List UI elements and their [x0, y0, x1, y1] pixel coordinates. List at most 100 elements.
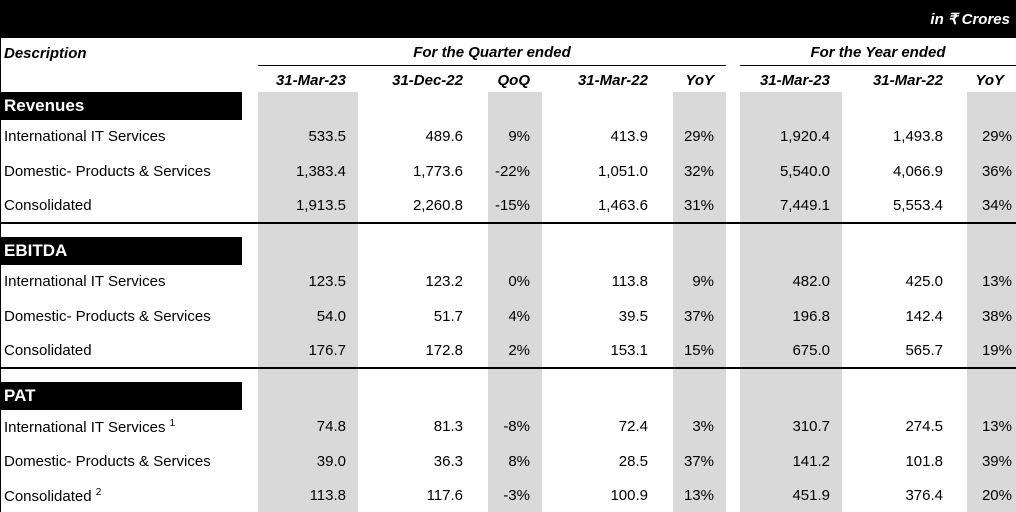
year-group: For the Year ended — [810, 44, 946, 61]
label-text: Consolidated — [4, 197, 92, 214]
column-shade — [258, 92, 358, 512]
row-label: Consolidated 2 — [4, 487, 101, 505]
cell-value: 0% — [508, 273, 530, 290]
unit-label: in ₹ Crores — [930, 11, 1010, 28]
column-header: 31-Dec-22 — [392, 72, 463, 89]
column-shade — [740, 92, 842, 512]
cell-value: 3% — [692, 418, 714, 435]
cell-value: 37% — [683, 308, 714, 325]
cell-value: 100.9 — [610, 487, 648, 504]
cell-value: 5,553.4 — [892, 197, 943, 214]
section-box — [0, 237, 242, 265]
cell-value: 19% — [981, 342, 1012, 359]
section-box — [0, 382, 242, 410]
label-text: Domestic- Products & Services — [4, 163, 211, 180]
label-text: Domestic- Products & Services — [4, 308, 211, 325]
rule — [0, 38, 1, 512]
cell-value: 1,051.0 — [597, 163, 648, 180]
cell-value: 37% — [683, 453, 714, 470]
row-label: International IT Services — [4, 128, 165, 145]
row-label: Domestic- Products & Services — [4, 163, 211, 180]
cell-value: 39.5 — [618, 308, 648, 325]
label-text: Consolidated — [4, 342, 92, 359]
cell-value: 1,493.8 — [892, 128, 943, 145]
footnote-ref: 1 — [169, 418, 176, 429]
rule — [740, 65, 1016, 66]
label-text: International IT Services — [4, 128, 166, 145]
row-label: Consolidated — [4, 342, 92, 359]
footnote-ref: 2 — [95, 487, 102, 498]
section-title: Revenues — [4, 96, 85, 115]
section-title: PAT — [4, 386, 36, 405]
column-shade — [673, 92, 726, 512]
cell-value: 153.1 — [610, 342, 648, 359]
rule — [0, 367, 1016, 369]
row-label: International IT Services 1 — [4, 418, 175, 436]
cell-value: 29% — [981, 128, 1012, 145]
row-label: Domestic- Products & Services — [4, 453, 211, 470]
rule — [258, 65, 726, 66]
cell-value: 113.8 — [611, 273, 648, 290]
cell-value: 20% — [981, 487, 1012, 504]
column-header: YoY — [975, 72, 1004, 89]
column-shade — [967, 92, 1016, 512]
cell-value: 413.9 — [610, 128, 648, 145]
section-box — [0, 92, 242, 120]
cell-value: 54.0 — [316, 308, 346, 325]
cell-value: -3% — [503, 487, 530, 504]
row-label: International IT Services — [4, 273, 165, 290]
cell-value: 1,920.4 — [779, 128, 830, 145]
cell-value: 13% — [981, 418, 1012, 435]
cell-value: 274.5 — [905, 418, 943, 435]
cell-value: 101.8 — [905, 453, 943, 470]
cell-value: 533.5 — [308, 128, 346, 145]
cell-value: 142.4 — [905, 308, 943, 325]
cell-value: 1,913.5 — [295, 197, 346, 214]
row-label: Domestic- Products & Services — [4, 308, 211, 325]
label-text: Domestic- Products & Services — [4, 453, 211, 470]
label-text: Consolidated — [4, 488, 92, 505]
cell-value: 451.9 — [792, 487, 830, 504]
column-header: 31-Mar-22 — [872, 72, 943, 89]
cell-value: 482.0 — [792, 273, 830, 290]
cell-value: 9% — [692, 273, 714, 290]
column-header: YoY — [685, 72, 714, 89]
cell-value: 39% — [981, 453, 1012, 470]
cell-value: 2% — [508, 342, 530, 359]
cell-value: 36% — [981, 163, 1012, 180]
cell-value: -22% — [494, 163, 530, 180]
cell-value: 72.4 — [618, 418, 648, 435]
cell-value: 29% — [683, 128, 714, 145]
cell-value: 113.8 — [309, 487, 346, 504]
cell-value: 15% — [683, 342, 714, 359]
top-bar — [0, 0, 1016, 38]
cell-value: 28.5 — [618, 453, 648, 470]
cell-value: 141.2 — [792, 453, 830, 470]
cell-value: 32% — [683, 163, 714, 180]
cell-value: 310.7 — [792, 418, 830, 435]
cell-value: 123.5 — [308, 273, 346, 290]
cell-value: 1,463.6 — [597, 197, 648, 214]
cell-value: 196.8 — [792, 308, 830, 325]
cell-value: 74.8 — [316, 418, 346, 435]
cell-value: 376.4 — [905, 487, 943, 504]
column-shade — [488, 92, 542, 512]
cell-value: 425.0 — [905, 273, 943, 290]
cell-value: 176.7 — [308, 342, 346, 359]
cell-value: 675.0 — [792, 342, 830, 359]
label-text: International IT Services — [4, 273, 166, 290]
cell-value: 565.7 — [905, 342, 943, 359]
cell-value: 38% — [981, 308, 1012, 325]
rule — [0, 222, 1016, 224]
cell-value: 39.0 — [316, 453, 346, 470]
cell-value: -15% — [494, 197, 530, 214]
column-header: 31-Mar-23 — [275, 72, 346, 89]
cell-value: 2,260.8 — [412, 197, 463, 214]
description-header: Description — [4, 45, 87, 62]
cell-value: 7,449.1 — [779, 197, 830, 214]
column-header: 31-Mar-23 — [759, 72, 830, 89]
quarter-group: For the Quarter ended — [413, 44, 571, 61]
cell-value: 5,540.0 — [779, 163, 830, 180]
cell-value: 4% — [508, 308, 530, 325]
